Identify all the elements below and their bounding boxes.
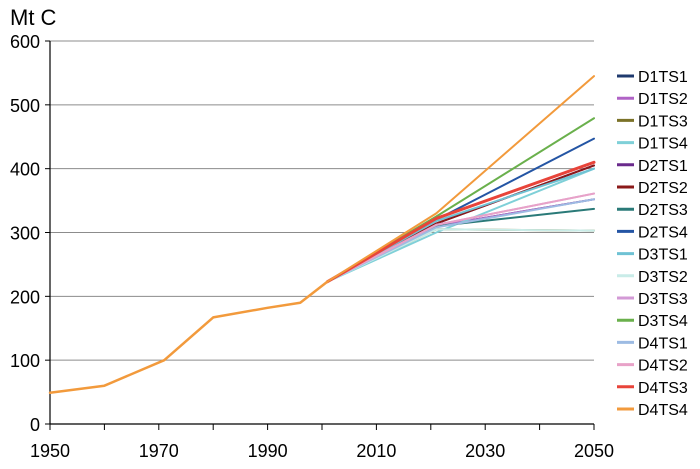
y-tick-label: 300 [10, 224, 40, 244]
legend-item-d1ts2: D1TS2 [617, 91, 688, 108]
historical-line [48, 280, 329, 394]
legend-item-d3ts4: D3TS4 [617, 313, 688, 330]
legend-label: D1TS4 [638, 136, 688, 153]
series-line-d4ts4 [326, 75, 595, 283]
legend-item-d3ts2: D3TS2 [617, 269, 688, 286]
series-line-d4ts2 [326, 192, 595, 283]
series-line-d1ts1 [326, 198, 595, 283]
legend-item-d4ts4: D4TS4 [617, 402, 688, 419]
legend-label: D3TS1 [638, 247, 688, 264]
legend-label: D3TS4 [638, 313, 688, 330]
y-unit-label: Mt C [10, 5, 57, 30]
y-axis-ticks: 0 100 200 300 400 500 600 [10, 32, 50, 435]
x-tick-label: 2010 [356, 441, 396, 461]
legend-label: D1TS1 [638, 69, 688, 86]
legend-item-d1ts4: D1TS4 [617, 136, 688, 153]
legend-label: D1TS3 [638, 113, 688, 130]
x-tick-label: 1970 [139, 441, 179, 461]
legend-item-d1ts3: D1TS3 [617, 113, 688, 130]
legend: D1TS1 D1TS2 D1TS3 D1TS4 D2TS1 D2TS2 D2TS3 D2TS4… [617, 69, 688, 419]
series-line-d4ts3 [325, 160, 596, 284]
legend-label: D4TS2 [638, 358, 688, 375]
series-line-d1ts2 [326, 198, 595, 283]
y-tick-label: 0 [30, 415, 40, 435]
legend-item-d3ts1: D3TS1 [617, 247, 688, 264]
legend-item-d4ts2: D4TS2 [617, 358, 688, 375]
legend-item-d3ts3: D3TS3 [617, 291, 688, 308]
legend-label: D1TS2 [638, 91, 688, 108]
legend-label: D2TS4 [638, 224, 688, 241]
y-tick-label: 100 [10, 351, 40, 371]
legend-item-d1ts1: D1TS1 [617, 69, 688, 86]
legend-item-d2ts1: D2TS1 [617, 158, 688, 175]
legend-item-d4ts1: D4TS1 [617, 335, 688, 352]
legend-label: D3TS2 [638, 269, 688, 286]
series-lines [48, 75, 596, 394]
legend-label: D4TS1 [638, 335, 688, 352]
x-tick-label: 2030 [465, 441, 505, 461]
x-tick-label: 1990 [248, 441, 288, 461]
y-tick-label: 600 [10, 32, 40, 52]
x-tick-label: 1950 [30, 441, 70, 461]
y-tick-label: 200 [10, 287, 40, 307]
legend-item-d2ts3: D2TS3 [617, 202, 688, 219]
legend-label: D2TS2 [638, 180, 688, 197]
legend-label: D4TS4 [638, 402, 688, 419]
legend-label: D2TS1 [638, 158, 688, 175]
gridlines [50, 40, 594, 361]
legend-item-d2ts4: D2TS4 [617, 224, 688, 241]
legend-item-d4ts3: D4TS3 [617, 380, 688, 397]
y-tick-label: 500 [10, 96, 40, 116]
series-line-d4ts1 [326, 198, 595, 283]
series-line-d1ts4 [326, 167, 595, 283]
legend-label: D2TS3 [638, 202, 688, 219]
legend-label: D4TS3 [638, 380, 688, 397]
y-tick-label: 400 [10, 160, 40, 180]
x-tick-label: 2050 [574, 441, 614, 461]
legend-label: D3TS3 [638, 291, 688, 308]
legend-item-d2ts2: D2TS2 [617, 180, 688, 197]
x-axis-ticks: 1950 1970 1990 2010 2030 2050 [30, 424, 614, 461]
